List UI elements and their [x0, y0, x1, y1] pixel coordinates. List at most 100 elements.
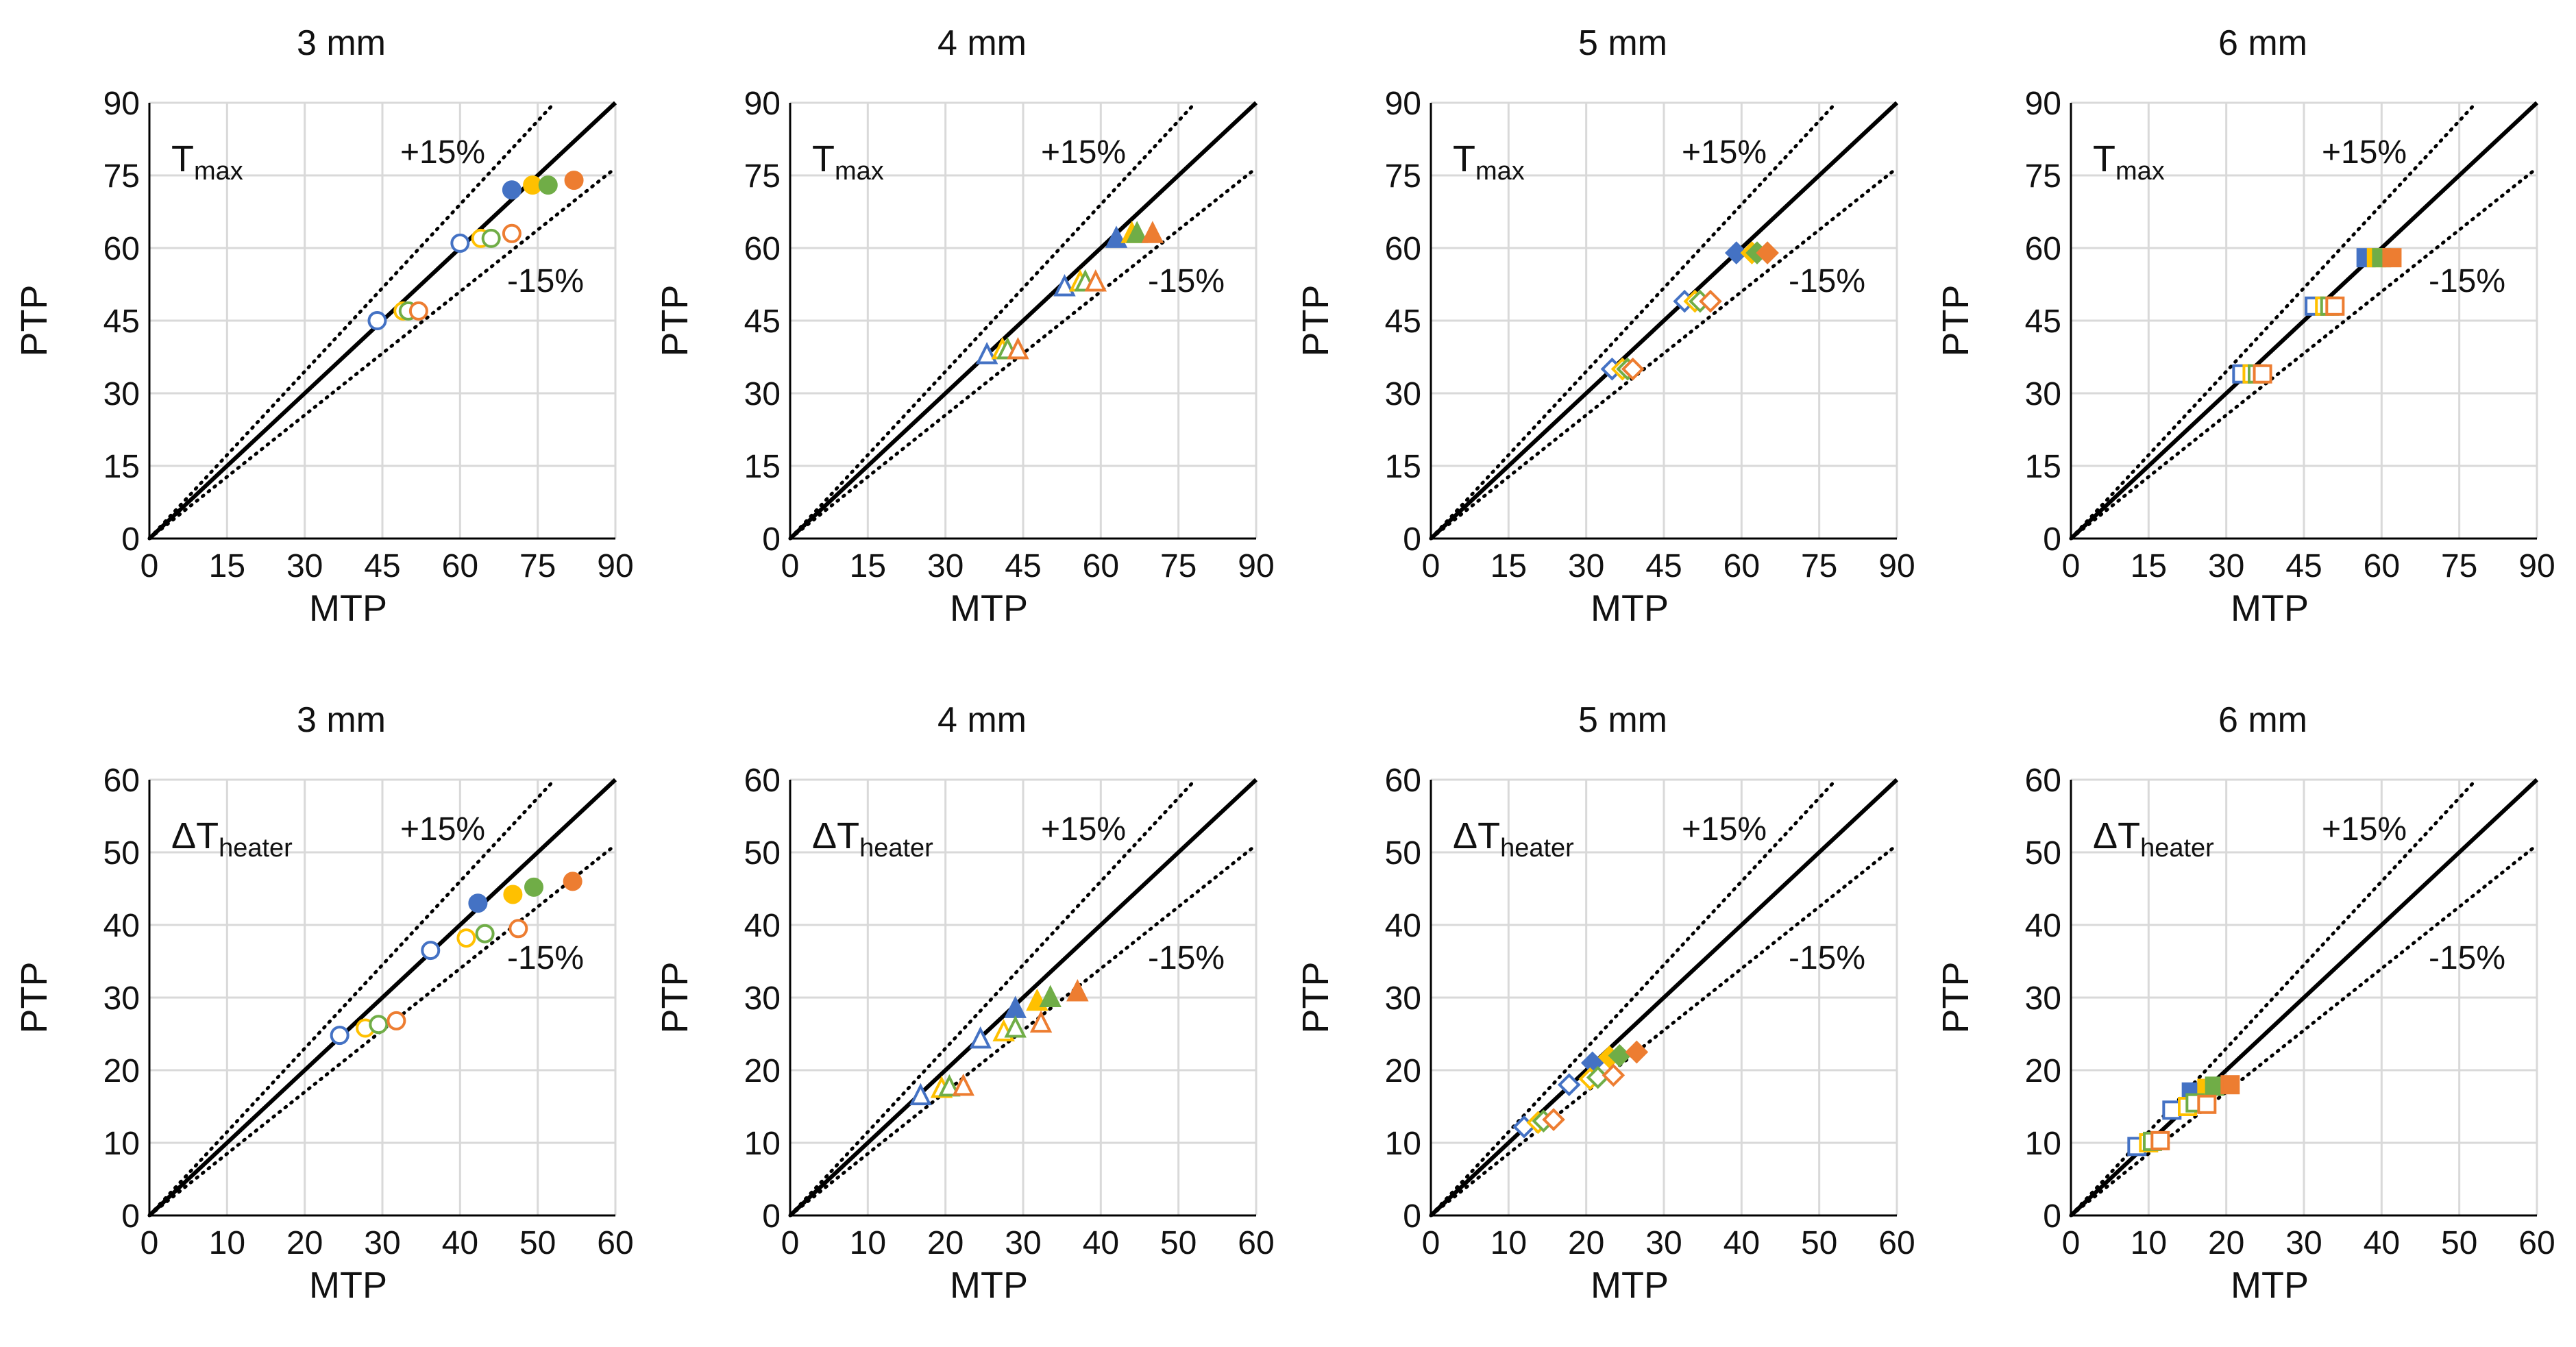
- lower-bound-line: [147, 843, 617, 1218]
- x-tick-label: 0: [781, 548, 800, 584]
- y-tick-label: 10: [1385, 1126, 1421, 1162]
- x-tick-label: 90: [2518, 548, 2555, 584]
- y-tick-label: 10: [2025, 1126, 2061, 1162]
- y-tick-label: 75: [744, 158, 781, 195]
- identity-line: [1429, 778, 1899, 1218]
- quantity-subscript: max: [835, 157, 884, 186]
- y-tick-label: 0: [121, 1198, 140, 1235]
- lower-bound-line: [788, 843, 1258, 1218]
- chart-panel-dt-3mm: 00 10 10 20 20 30 30 40 40 50 50 60 60 3 mm ΔTheater +1…: [14, 700, 634, 1306]
- quantity-subscript: heater: [1500, 834, 1574, 863]
- chart-panel-tmax-3mm: 00 15 15 30 30 45 45 60 60 75 75 90 90 3 mm Tmax +15% -1…: [14, 23, 634, 629]
- lower-bound-line: [147, 166, 617, 541]
- upper-bound-line: [1429, 101, 1838, 541]
- data-point: [524, 877, 543, 897]
- chart-panel-dt-6mm: 00 10 10 20 20 30 30 40 40 50 50 60 60 6 mm ΔTheater +1…: [1935, 700, 2555, 1306]
- upper-band-label: +15%: [400, 134, 485, 171]
- upper-band-label: +15%: [1041, 811, 1126, 848]
- lower-bound-line: [2069, 166, 2539, 541]
- x-tick-label: 60: [442, 548, 478, 584]
- quantity-label: ΔTheater: [171, 815, 293, 863]
- x-tick-label: 45: [364, 548, 400, 584]
- quantity-subscript: max: [2115, 157, 2165, 186]
- identity-line: [2069, 101, 2539, 541]
- data-point: [564, 171, 584, 190]
- quantity-subscript: max: [1475, 157, 1525, 186]
- chart-title: 6 mm: [2218, 700, 2307, 740]
- data-point: [503, 885, 523, 904]
- quantity-label: ΔTheater: [2093, 815, 2214, 863]
- y-tick-label: 30: [744, 980, 781, 1017]
- data-point: [523, 175, 543, 195]
- lower-band-label: -15%: [2429, 940, 2505, 976]
- chart-title: 3 mm: [297, 23, 386, 63]
- y-tick-label: 30: [2025, 980, 2061, 1017]
- y-tick-label: 60: [1385, 763, 1421, 799]
- x-tick-label: 50: [519, 1225, 556, 1261]
- data-point: [1125, 221, 1149, 243]
- lower-bound-line: [1429, 166, 1899, 541]
- data-point: [1053, 274, 1076, 297]
- y-axis-title: PTP: [1295, 284, 1336, 356]
- x-tick-label: 15: [850, 548, 886, 584]
- upper-band-label: +15%: [2322, 811, 2407, 848]
- x-tick-label: 50: [2441, 1225, 2477, 1261]
- y-axis-title: PTP: [654, 284, 696, 356]
- data-point: [387, 1011, 406, 1030]
- x-tick-label: 40: [2364, 1225, 2400, 1261]
- data-point: [1625, 1040, 1649, 1064]
- x-tick-label: 0: [1422, 1225, 1440, 1261]
- data-point: [330, 1026, 349, 1046]
- identity-line: [788, 101, 1258, 541]
- x-tick-label: 45: [1645, 548, 1682, 584]
- upper-bound-line: [788, 101, 1197, 541]
- x-tick-label: 60: [1724, 548, 1760, 584]
- upper-bound-line: [2069, 101, 2478, 541]
- y-tick-label: 20: [2025, 1053, 2061, 1089]
- y-axis-title: PTP: [14, 284, 55, 356]
- upper-band-label: +15%: [1682, 134, 1767, 171]
- lower-band-label: -15%: [507, 940, 584, 976]
- y-tick-label: 0: [121, 521, 140, 558]
- x-tick-label: 60: [1083, 548, 1119, 584]
- upper-band-label: +15%: [400, 811, 485, 848]
- x-tick-label: 45: [2285, 548, 2322, 584]
- x-tick-label: 30: [1645, 1225, 1682, 1261]
- data-point: [1084, 269, 1107, 292]
- y-tick-label: 60: [2025, 763, 2061, 799]
- y-tick-label: 20: [1385, 1053, 1421, 1089]
- x-axis-title: MTP: [950, 588, 1028, 629]
- quantity-subscript: heater: [219, 834, 293, 863]
- y-tick-label: 0: [2043, 1198, 2061, 1235]
- x-axis-title: MTP: [309, 588, 387, 629]
- upper-bound-line: [147, 101, 556, 541]
- y-axis-title: PTP: [14, 961, 55, 1033]
- y-tick-label: 60: [2025, 231, 2061, 267]
- data-point: [502, 180, 522, 200]
- x-tick-label: 0: [781, 1225, 800, 1261]
- data-point: [408, 301, 428, 321]
- y-tick-label: 10: [744, 1126, 781, 1162]
- x-tick-label: 60: [1878, 1225, 1915, 1261]
- x-tick-label: 0: [2062, 1225, 2081, 1261]
- data-point: [2150, 1130, 2170, 1150]
- identity-line: [788, 778, 1258, 1218]
- x-tick-label: 75: [1801, 548, 1837, 584]
- y-axis-title: PTP: [1935, 284, 1976, 356]
- chart-panel-tmax-6mm: 00 15 15 30 30 45 45 60 60 75 75 90 90 6 mm Tmax +15% -1…: [1935, 23, 2555, 629]
- y-tick-label: 30: [1385, 376, 1421, 412]
- y-tick-label: 45: [744, 304, 781, 340]
- quantity-subscript: max: [194, 157, 243, 186]
- quantity-label: ΔTheater: [812, 815, 933, 863]
- y-axis-title: PTP: [1935, 961, 1976, 1033]
- x-tick-label: 10: [850, 1225, 886, 1261]
- x-axis-title: MTP: [1591, 588, 1669, 629]
- x-tick-label: 60: [2364, 548, 2400, 584]
- upper-band-label: +15%: [1041, 134, 1126, 171]
- data-point: [952, 1073, 974, 1096]
- y-tick-label: 60: [744, 231, 781, 267]
- chart-title: 6 mm: [2218, 23, 2307, 63]
- y-tick-label: 30: [103, 376, 140, 412]
- data-point: [1066, 979, 1089, 1002]
